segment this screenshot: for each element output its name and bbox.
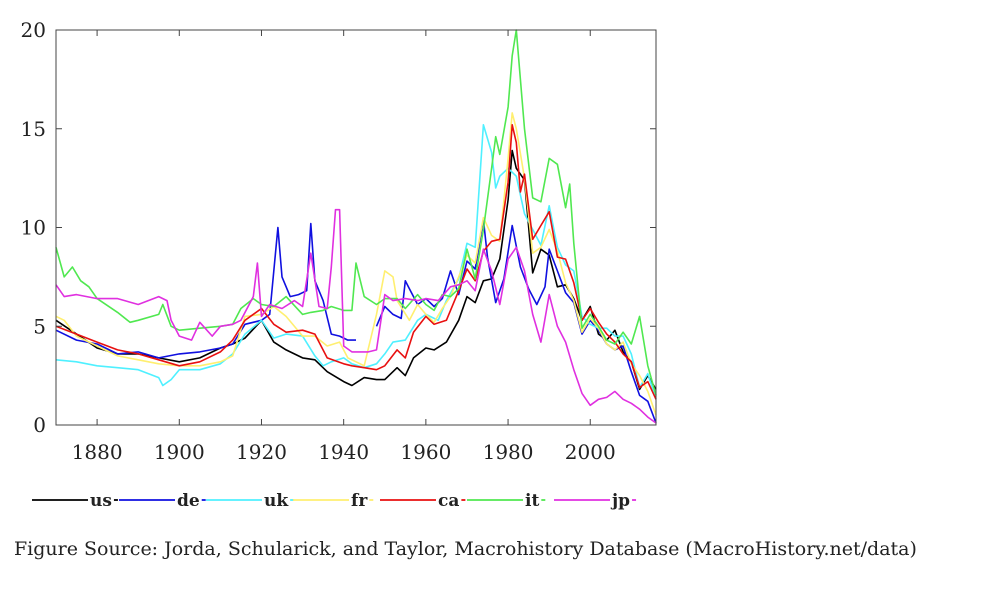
- legend-label-de: de: [177, 491, 200, 511]
- x-tick-label-1900: 1900: [154, 440, 205, 464]
- axis-layer: 0 5 10 15 20 1880 1900 1920 1940 1960 1980 2000: [21, 18, 656, 464]
- legend-label-jp: jp: [610, 491, 630, 511]
- line-chart: 0 5 10 15 20 1880 1900 1920 1940 1960 1980 2000 us d…: [21, 18, 657, 511]
- legend-label-uk: uk: [264, 491, 289, 511]
- legend-label-us: us: [90, 491, 112, 511]
- x-tick-label-1880: 1880: [72, 440, 123, 464]
- x-tick-label-1980: 1980: [483, 440, 534, 464]
- y-tick-label-15: 15: [21, 117, 46, 141]
- x-tick-label-2000: 2000: [565, 440, 616, 464]
- y-tick-label-20: 20: [21, 18, 46, 42]
- legend-label-it: it: [525, 491, 539, 511]
- x-tick-label-1940: 1940: [318, 440, 369, 464]
- y-tick-label-5: 5: [33, 314, 46, 338]
- series-line-fr: [55, 112, 657, 416]
- series-layer: [55, 29, 657, 424]
- x-tick-label-1920: 1920: [236, 440, 287, 464]
- y-tick-label-0: 0: [33, 413, 46, 437]
- series-line-ca: [55, 124, 657, 400]
- legend-label-fr: fr: [351, 491, 368, 511]
- legend-label-ca: ca: [438, 491, 459, 511]
- figure-source-caption: Figure Source: Jorda, Schularick, and Ta…: [14, 538, 917, 560]
- x-tick-label-1960: 1960: [400, 440, 451, 464]
- y-tick-label-10: 10: [21, 216, 46, 240]
- series-line-de: [55, 222, 356, 359]
- series-line-it: [55, 29, 657, 396]
- legend: us de uk fr ca it jp: [32, 491, 637, 511]
- series-line-jp: [55, 208, 657, 424]
